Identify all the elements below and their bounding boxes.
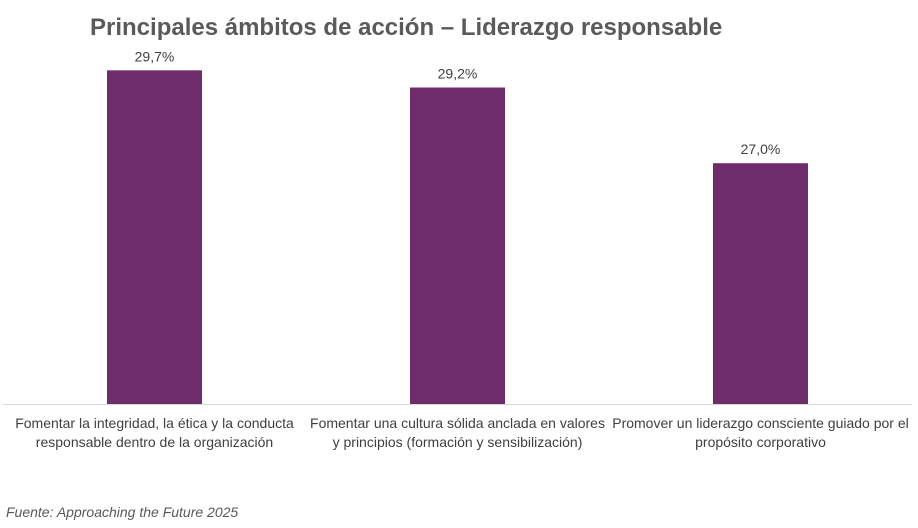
data-label-2: 29,2%: [438, 66, 478, 82]
data-label-1: 29,7%: [135, 48, 175, 64]
chart-title: Principales ámbitos de acción – Liderazg…: [90, 14, 723, 41]
category-label-3: Promover un liderazgo consciente guiado …: [612, 415, 909, 450]
data-label-3: 27,0%: [741, 141, 781, 157]
bar-3: [713, 163, 808, 404]
source-note: Fuente: Approaching the Future 2025: [6, 504, 239, 520]
category-label-2: Fomentar una cultura sólida anclada en v…: [310, 415, 605, 450]
bar-2: [410, 87, 505, 405]
bar-1: [107, 70, 202, 404]
category-label-1: Fomentar la integridad, la ética y la co…: [15, 415, 294, 450]
